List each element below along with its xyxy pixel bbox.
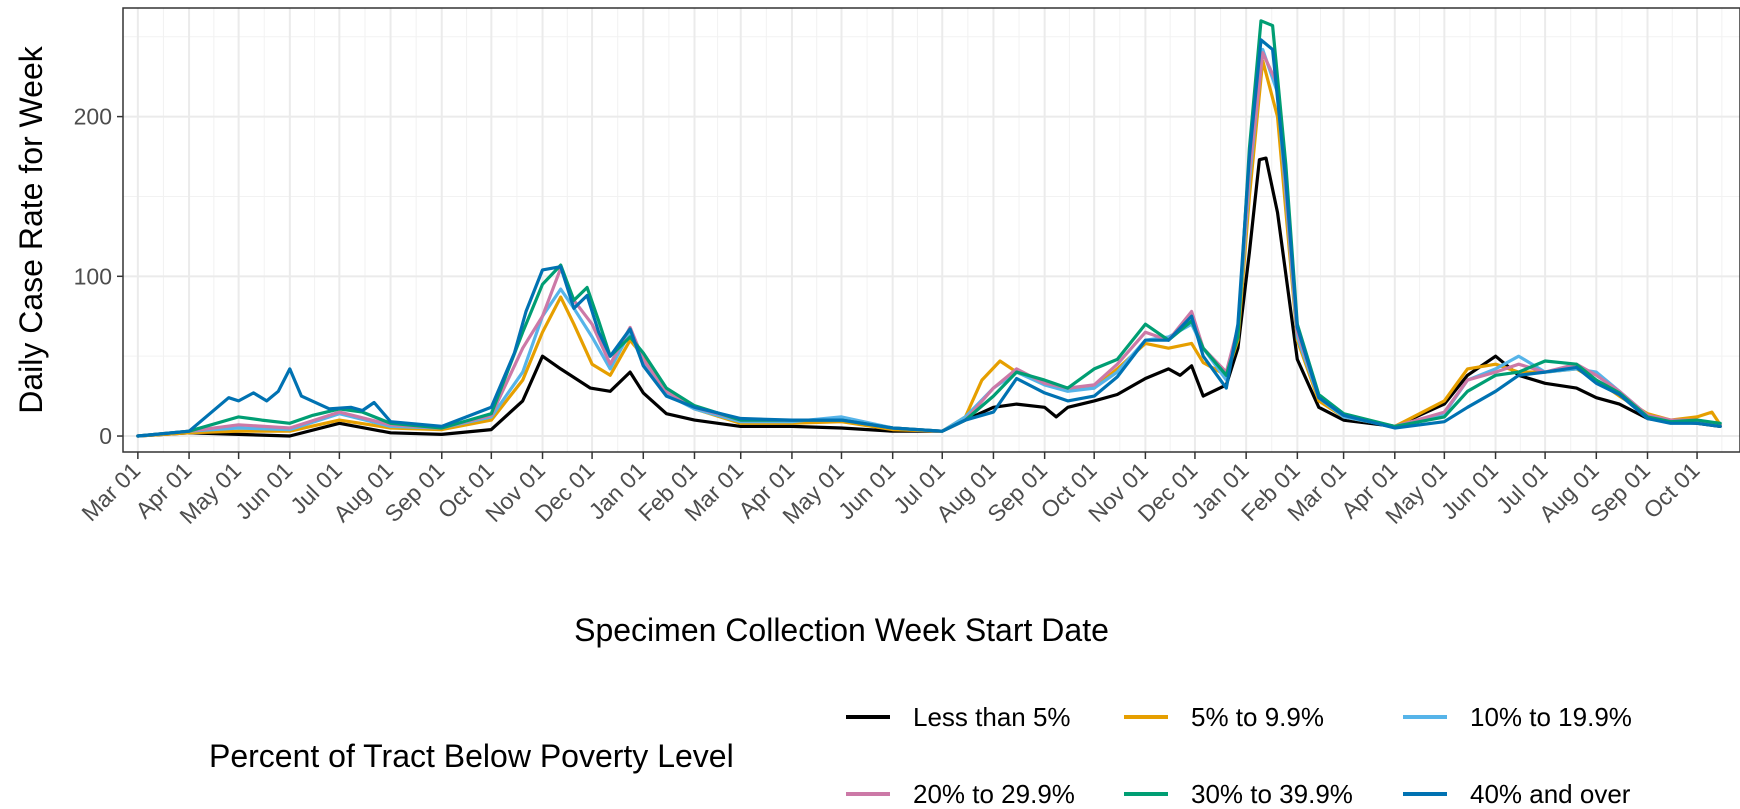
y-axis-ticks: 0 100 200: [74, 104, 123, 449]
legend-label-0: Less than 5%: [913, 702, 1071, 732]
y-tick-label: 200: [74, 104, 112, 130]
legend-title: Percent of Tract Below Poverty Level: [209, 738, 734, 774]
y-tick-label: 100: [74, 263, 112, 289]
grid-lines: [123, 8, 1740, 452]
series-line-5: [136, 38, 1722, 438]
legend-label-5: 40% and over: [1470, 779, 1631, 809]
y-axis-title: Daily Case Rate for Week: [13, 45, 49, 414]
series-line-0: [136, 156, 1722, 438]
plot-panel-border: [122, 7, 1740, 453]
series-lines: [136, 19, 1722, 438]
series-line-4: [136, 19, 1722, 438]
legend-label-4: 30% to 39.9%: [1191, 779, 1353, 809]
legend-label-1: 5% to 9.9%: [1191, 702, 1324, 732]
legend: Less than 5% 5% to 9.9% 10% to 19.9% 20% to…: [846, 702, 1632, 809]
y-tick-label: 0: [99, 423, 112, 449]
legend-label-3: 20% to 29.9%: [913, 779, 1075, 809]
x-axis-title: Specimen Collection Week Start Date: [574, 612, 1109, 648]
legend-label-2: 10% to 19.9%: [1470, 702, 1632, 732]
